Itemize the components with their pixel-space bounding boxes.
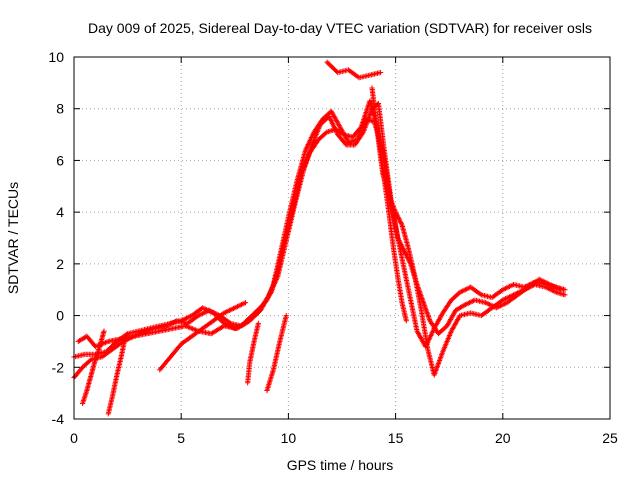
series-track-3 [75, 100, 564, 350]
data-point [255, 320, 261, 326]
series-track-7 [79, 328, 107, 407]
data-point [377, 69, 384, 76]
y-tick-label: -2 [52, 359, 65, 375]
y-tick-label: 8 [56, 101, 64, 117]
x-tick-label: 15 [388, 430, 404, 446]
series-track-5 [324, 59, 384, 81]
y-tick-label: 4 [56, 204, 64, 220]
plot-frame [73, 56, 611, 420]
series-track-9 [245, 320, 261, 386]
grid [74, 57, 610, 419]
x-tick-label: 25 [602, 430, 618, 446]
y-tick-label: 0 [56, 308, 64, 324]
data-point [558, 287, 564, 293]
chart-title: Day 009 of 2025, Sidereal Day-to-day VTE… [88, 20, 592, 36]
x-axis-ticks: 0 5 10 15 20 25 [70, 57, 618, 446]
y-tick-label: 6 [56, 152, 64, 168]
series-track-8 [105, 333, 129, 417]
data-point [122, 333, 129, 339]
data-point [242, 300, 249, 306]
x-tick-label: 20 [495, 430, 511, 446]
data-point [342, 141, 348, 147]
x-tick-label: 5 [177, 430, 185, 446]
series-track-1 [71, 108, 568, 360]
x-tick-label: 0 [70, 430, 78, 446]
data-point [226, 319, 232, 326]
data-point [477, 291, 483, 297]
x-tick-label: 10 [281, 430, 297, 446]
data-point [101, 328, 107, 334]
y-axis-label: SDTVAR / TECUs [5, 182, 21, 294]
data-point [283, 312, 289, 319]
data-point [403, 318, 409, 324]
data-series [71, 59, 568, 417]
y-tick-label: -4 [52, 411, 65, 427]
series-track-10 [264, 312, 289, 394]
y-axis-ticks: -4 -2 0 2 4 6 8 10 [48, 49, 610, 427]
x-axis-label: GPS time / hours [287, 457, 394, 473]
series-track-6 [369, 85, 409, 324]
series-track-2 [71, 98, 568, 381]
data-point [562, 292, 568, 298]
data-point [340, 131, 346, 137]
y-tick-label: 2 [56, 256, 64, 272]
series-track-4 [157, 300, 249, 373]
data-point [87, 357, 93, 364]
y-tick-label: 10 [48, 49, 64, 65]
